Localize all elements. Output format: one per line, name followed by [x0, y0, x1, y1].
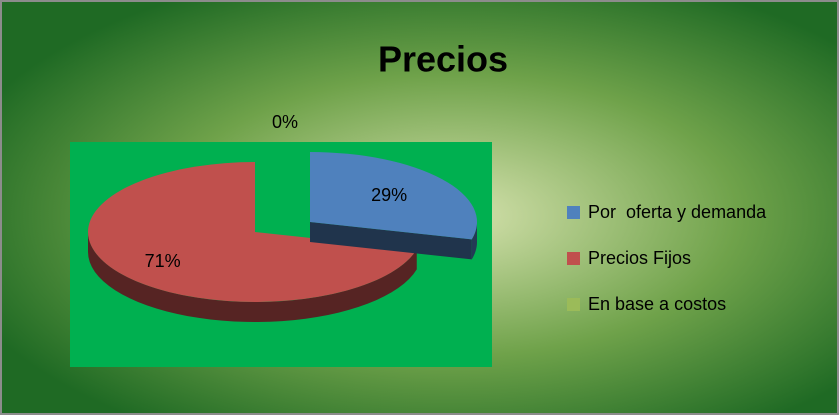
data-label: 29% — [371, 185, 407, 205]
legend-swatch — [567, 206, 580, 219]
legend-label: Precios Fijos — [588, 248, 691, 268]
slice-side — [88, 232, 417, 322]
slice-side — [471, 222, 477, 260]
slice — [88, 162, 417, 302]
pie: 29% 71% 0% — [88, 112, 477, 322]
legend-swatch — [567, 298, 580, 311]
chart-title: Precios — [378, 39, 508, 80]
slice — [310, 152, 477, 240]
legend-swatch — [567, 252, 580, 265]
data-label: 71% — [145, 251, 181, 271]
legend: Por oferta y demanda Precios Fijos En base… — [567, 202, 767, 314]
legend-label: En base a costos — [588, 294, 726, 314]
legend-label: Por oferta y demanda — [588, 202, 767, 222]
data-label: 0% — [272, 112, 298, 132]
slice-face — [310, 222, 472, 260]
